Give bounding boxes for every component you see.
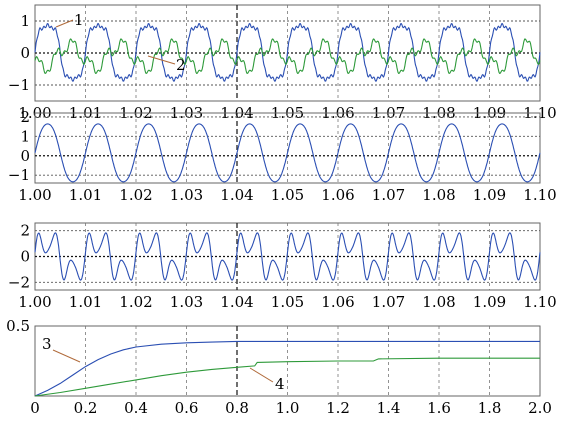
x-tick-label: 1.0 xyxy=(276,399,300,417)
x-tick-label: 1.05 xyxy=(271,186,304,204)
x-tick-label: 0 xyxy=(30,399,40,417)
y-tick-label: 0 xyxy=(20,44,30,62)
x-tick-label: 1.05 xyxy=(271,293,304,311)
x-tick-label: 1.07 xyxy=(372,186,405,204)
y-tick-label: 0 xyxy=(20,248,30,266)
x-tick-label: 1.02 xyxy=(119,293,152,311)
x-tick-label: 0.6 xyxy=(175,399,199,417)
y-tick-label: 0 xyxy=(20,147,30,165)
y-tick-label: −2 xyxy=(8,273,30,291)
series-line-4 xyxy=(34,357,540,397)
x-tick-label: 1.06 xyxy=(321,186,354,204)
x-tick-label: 1.03 xyxy=(170,186,203,204)
annotation-3: 3 xyxy=(42,335,52,353)
x-tick-label: 1.09 xyxy=(473,293,506,311)
y-tick-label: −1 xyxy=(8,166,30,184)
panel-2: 1.00 1.01 1.02 1.03 1.04 1.05 1.06 1.07 1.08 1.09… xyxy=(8,108,557,204)
series-line-2 xyxy=(34,38,541,75)
y-tick-label: 0.5 xyxy=(6,317,30,335)
x-tick-label: 0.4 xyxy=(124,399,148,417)
x-tick-label: 1.03 xyxy=(170,293,203,311)
x-tick-label: 1.06 xyxy=(321,293,354,311)
annotations: 1 2 3 4 xyxy=(42,11,285,393)
x-tick-label: 1.09 xyxy=(473,186,506,204)
series-line-1 xyxy=(34,232,541,281)
series-line-1 xyxy=(34,123,541,183)
y-tick-label: 1 xyxy=(20,12,30,30)
annotation-3-leader xyxy=(52,349,81,363)
panel-4: 0 0.2 0.4 0.6 0.8 1.0 1.2 1.4 1.6 1.8 2.0 0.5 xyxy=(6,317,552,417)
annotation-4-leader xyxy=(249,367,274,383)
x-tick-label: 1.00 xyxy=(18,186,51,204)
x-tick-label: 1.08 xyxy=(422,186,455,204)
x-tick-label: 1.10 xyxy=(523,293,556,311)
annotation-1-leader xyxy=(55,19,74,28)
x-tick-label: 1.8 xyxy=(478,399,502,417)
x-tick-label: 1.4 xyxy=(377,399,401,417)
x-tick-label: 2.0 xyxy=(528,399,552,417)
y-tick-label: 2 xyxy=(20,222,30,240)
x-tick-label: 1.02 xyxy=(119,186,152,204)
annotation-1: 1 xyxy=(74,11,84,29)
x-tick-label: 1.04 xyxy=(220,293,253,311)
panel-1: 1.00 1.01 1.02 1.03 1.04 1.05 1.06 1.07 1.08 1.09… xyxy=(8,4,557,122)
plot-frame xyxy=(34,112,541,184)
x-tick-label: 1.08 xyxy=(422,293,455,311)
annotation-2: 2 xyxy=(176,56,186,74)
x-tick-label: 1.00 xyxy=(18,293,51,311)
y-tick-label: 2 xyxy=(20,108,30,126)
x-tick-label: 1.10 xyxy=(523,186,556,204)
y-tick-label: −1 xyxy=(8,76,30,94)
x-tick-label: 0.2 xyxy=(74,399,98,417)
x-tick-label: 1.01 xyxy=(69,293,102,311)
x-tick-label: 1.07 xyxy=(372,293,405,311)
plot-frame xyxy=(34,325,541,397)
y-tick-label: 1 xyxy=(20,127,30,145)
annotation-4: 4 xyxy=(275,375,285,393)
x-tick-label: 0.8 xyxy=(225,399,249,417)
annotation-2-leader xyxy=(147,55,176,65)
x-tick-label: 1.2 xyxy=(326,399,350,417)
x-tick-label: 1.6 xyxy=(427,399,451,417)
panel-3: 1.00 1.01 1.02 1.03 1.04 1.05 1.06 1.07 1.08 1.09… xyxy=(8,222,557,311)
x-tick-label: 1.04 xyxy=(220,186,253,204)
series-line-3 xyxy=(34,340,540,397)
series-line-1 xyxy=(34,23,541,82)
x-tick-label: 1.01 xyxy=(69,186,102,204)
